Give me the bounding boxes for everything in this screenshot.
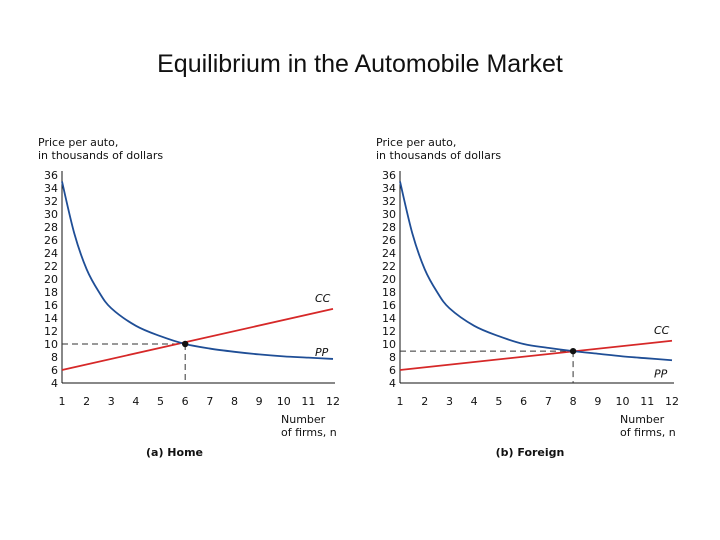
y-tick-label: 4: [389, 377, 396, 390]
x-tick-label: 10: [616, 395, 630, 408]
y-tick-label: 28: [382, 221, 396, 234]
x-tick-label: 5: [495, 395, 502, 408]
chart-panel-home: Price per auto,in thousands of dollars36…: [38, 136, 340, 459]
y-tick-label: 28: [44, 221, 58, 234]
x-tick-label: 2: [83, 395, 90, 408]
y-tick-label: 14: [44, 312, 58, 325]
x-tick-label: 8: [570, 395, 577, 408]
y-tick-label: 18: [382, 286, 396, 299]
x-tick-label: 11: [640, 395, 654, 408]
y-tick-label: 20: [382, 273, 396, 286]
y-axis-label-line1: Price per auto,: [38, 136, 118, 149]
x-tick-label: 2: [421, 395, 428, 408]
x-tick-label: 11: [301, 395, 315, 408]
y-tick-label: 14: [382, 312, 396, 325]
x-tick-label: 7: [206, 395, 213, 408]
x-tick-label: 3: [446, 395, 453, 408]
x-tick-label: 6: [520, 395, 527, 408]
y-tick-label: 36: [44, 169, 58, 182]
y-tick-label: 22: [382, 260, 396, 273]
y-tick-label: 34: [44, 182, 58, 195]
y-tick-label: 24: [44, 247, 58, 260]
y-tick-label: 18: [44, 286, 58, 299]
y-tick-label: 30: [44, 208, 58, 221]
slide-title: Equilibrium in the Automobile Market: [157, 50, 563, 78]
chart-panel-foreign: Price per auto,in thousands of dollars36…: [376, 136, 679, 459]
series-line-cc: [61, 308, 334, 371]
y-tick-label: 8: [389, 351, 396, 364]
x-tick-label: 12: [326, 395, 340, 408]
x-axis-label-line1: Number: [620, 413, 665, 426]
x-tick-label: 4: [132, 395, 139, 408]
series-label-pp: PP: [654, 367, 668, 380]
x-tick-label: 8: [231, 395, 238, 408]
y-axis-label-line2: in thousands of dollars: [376, 149, 501, 162]
y-tick-label: 16: [44, 299, 58, 312]
y-tick-label: 8: [51, 351, 58, 364]
series-line-cc: [399, 339, 673, 371]
x-tick-label: 9: [594, 395, 601, 408]
series-label-pp: PP: [315, 346, 329, 359]
x-tick-label: 12: [665, 395, 679, 408]
series-line-pp: [399, 181, 673, 362]
equilibrium-point: [181, 340, 189, 348]
y-tick-label: 32: [44, 195, 58, 208]
y-tick-label: 34: [382, 182, 396, 195]
y-tick-label: 6: [389, 364, 396, 377]
x-tick-label: 6: [182, 395, 189, 408]
y-tick-label: 10: [44, 338, 58, 351]
y-tick-label: 26: [382, 234, 396, 247]
y-tick-label: 36: [382, 169, 396, 182]
x-tick-label: 1: [397, 395, 404, 408]
x-tick-label: 9: [256, 395, 263, 408]
x-tick-label: 1: [59, 395, 66, 408]
y-tick-label: 30: [382, 208, 396, 221]
y-tick-label: 16: [382, 299, 396, 312]
x-axis-label-line2: of firms, n: [281, 426, 337, 439]
x-tick-label: 3: [108, 395, 115, 408]
panel-caption: (a) Home: [146, 446, 203, 459]
y-tick-label: 20: [44, 273, 58, 286]
y-tick-label: 12: [382, 325, 396, 338]
x-axis-label-line2: of firms, n: [620, 426, 676, 439]
series-label-cc: CC: [315, 292, 331, 305]
x-tick-label: 4: [471, 395, 478, 408]
y-tick-label: 22: [44, 260, 58, 273]
y-tick-label: 26: [44, 234, 58, 247]
equilibrium-point: [569, 347, 577, 355]
y-tick-label: 12: [44, 325, 58, 338]
panel-caption: (b) Foreign: [496, 446, 565, 459]
series-line-pp: [61, 181, 334, 360]
y-tick-label: 6: [51, 364, 58, 377]
x-tick-label: 5: [157, 395, 164, 408]
y-tick-label: 24: [382, 247, 396, 260]
x-axis-label-line1: Number: [281, 413, 326, 426]
y-tick-label: 4: [51, 377, 58, 390]
series-label-cc: CC: [654, 324, 670, 337]
y-tick-label: 32: [382, 195, 396, 208]
y-axis-label-line2: in thousands of dollars: [38, 149, 163, 162]
y-tick-label: 10: [382, 338, 396, 351]
x-tick-label: 7: [545, 395, 552, 408]
y-axis-label-line1: Price per auto,: [376, 136, 456, 149]
x-tick-label: 10: [277, 395, 291, 408]
